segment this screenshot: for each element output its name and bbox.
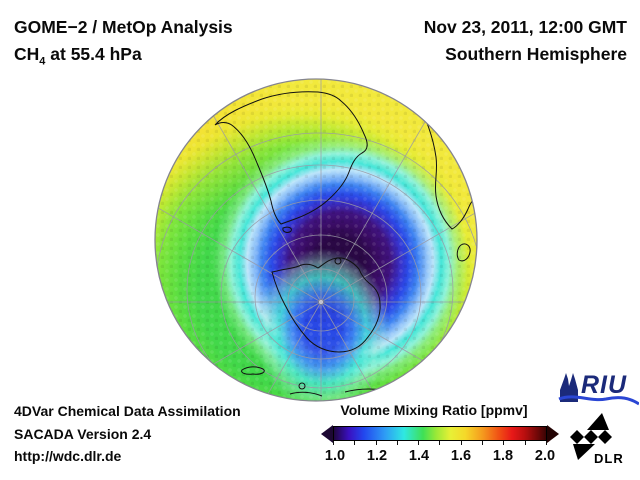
riu-swoosh-icon — [558, 395, 640, 406]
colorbar-tick-marks — [333, 441, 547, 445]
version-label: SACADA Version 2.4 — [14, 425, 152, 442]
tick-label: 1.8 — [492, 448, 514, 464]
tick-label: 1.0 — [324, 448, 346, 464]
hemisphere-label: Southern Hemisphere — [445, 44, 627, 64]
tick-label: 1.2 — [366, 448, 388, 464]
tick-label: 1.4 — [408, 448, 430, 464]
riu-logo-text: RIU — [581, 371, 628, 399]
footer-left: 4DVar Chemical Data Assimilation SACADA … — [14, 400, 241, 468]
species-subscript: 4 — [39, 55, 46, 68]
colorbar-title: Volume Mixing Ratio [ppmv] — [340, 402, 528, 418]
analysis-title: GOME−2 / MetOp Analysis — [14, 17, 233, 37]
colorbar-gradient — [333, 426, 547, 441]
africa-coast-notch — [443, 111, 460, 125]
tick-label: 2.0 — [534, 448, 556, 464]
colorbar — [321, 424, 559, 443]
url-label: http://wdc.dlr.de — [14, 448, 122, 464]
colorbar-overflow-arrow-icon — [547, 424, 559, 443]
header-right: Nov 23, 2011, 12:00 GMT Southern Hemisph… — [424, 14, 627, 68]
globe-ch4-field — [155, 79, 477, 401]
dlr-logo: DLR — [560, 408, 638, 474]
dlr-logo-text: DLR — [594, 451, 624, 466]
riu-logo: RIU — [557, 371, 640, 409]
dlr-logo-icon: DLR — [570, 413, 624, 466]
header-left: GOME−2 / MetOp Analysis CH4 at 55.4 hPa — [14, 14, 233, 76]
species-level-line: CH4 at 55.4 hPa — [14, 44, 142, 68]
colorbar-underflow-arrow-icon — [321, 424, 333, 443]
tick-label: 1.6 — [450, 448, 472, 464]
assimilation-label: 4DVar Chemical Data Assimilation — [14, 403, 241, 419]
riu-cathedral-icon — [558, 373, 640, 406]
date-label: Nov 23, 2011, 12:00 GMT — [423, 17, 627, 37]
colorbar-tick-labels: 1.0 1.2 1.4 1.6 1.8 2.0 — [320, 448, 560, 464]
